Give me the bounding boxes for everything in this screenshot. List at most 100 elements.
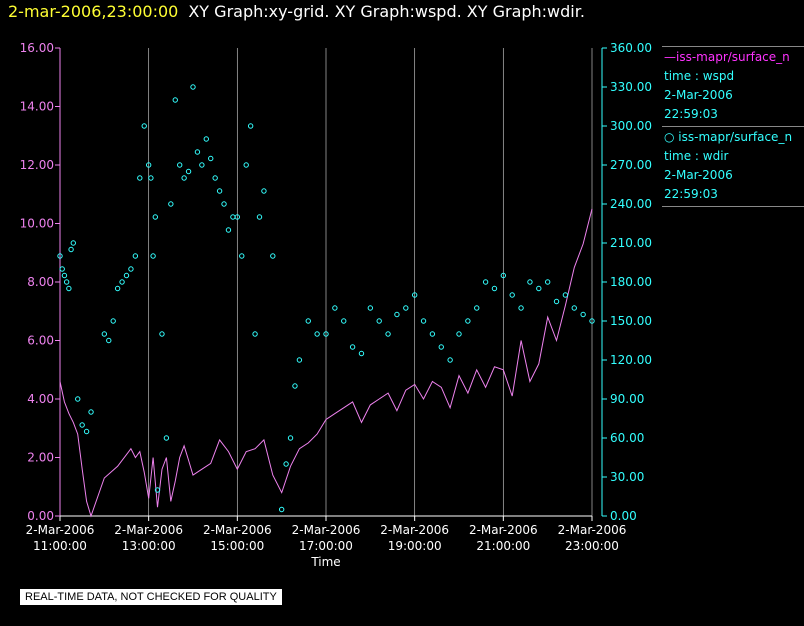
wdir-point [203, 136, 210, 142]
wdir-point [208, 155, 214, 162]
tick-labels: 2-Mar-2006 11:00:00 2-Mar-2006 13:00:00 2-Ma… [20, 41, 652, 569]
wdir-point [150, 253, 156, 259]
wdir-point [562, 292, 569, 298]
wdir-point [341, 318, 347, 324]
left-y-tick-label: 12.00 [20, 158, 54, 172]
legend-divider [662, 126, 804, 127]
legend-wdir-time: 22:59:03 [664, 187, 718, 201]
x-tick-label-date: 2-Mar-2006 [558, 523, 627, 537]
x-tick-label-date: 2-Mar-2006 [26, 523, 95, 537]
wdir-point [256, 214, 263, 220]
wdir-point [296, 357, 303, 363]
wdir-point [544, 279, 551, 285]
left-y-tick-label: 0.00 [27, 509, 54, 523]
wdir-point [216, 188, 223, 194]
header-datetime: 2-mar-2006,23:00:00 [8, 2, 179, 21]
wdir-point [394, 311, 400, 318]
left-y-tick-label: 16.00 [20, 41, 54, 55]
wdir-point [411, 292, 418, 298]
wdir-point [252, 331, 258, 337]
wdir-point [119, 279, 125, 285]
wdir-point [278, 506, 285, 513]
wdir-point [518, 305, 524, 311]
wdir-point [349, 344, 356, 350]
x-tick-label-date: 2-Mar-2006 [114, 523, 183, 537]
wdir-point [580, 311, 586, 318]
x-tick-label-time: 21:00:00 [476, 539, 530, 553]
legend-wspd-time: 22:59:03 [664, 107, 718, 121]
wdir-point [172, 97, 178, 103]
wdir-point [70, 240, 77, 246]
legend-entry-wdir: ○ iss-mapr/surface_n time : wdir 2-Mar-2… [662, 127, 804, 206]
wdir-point [199, 162, 205, 168]
x-tick-label-time: 13:00:00 [122, 539, 176, 553]
x-tick-label-date: 2-Mar-2006 [469, 523, 538, 537]
wdir-point [75, 396, 81, 402]
wdir-point [163, 435, 170, 441]
wdir-point [148, 175, 154, 181]
wdir-point [68, 246, 74, 253]
wdir-series [57, 84, 595, 513]
wdir-point [190, 84, 196, 90]
wdir-point [114, 285, 121, 292]
legend-wspd-var: time : wspd [664, 69, 735, 83]
wdir-point [101, 331, 108, 337]
left-y-tick-label: 14.00 [20, 100, 54, 114]
wdir-point [429, 331, 436, 337]
x-tick-label-time: 23:00:00 [565, 539, 619, 553]
wdir-point [61, 272, 68, 279]
wdir-point [137, 175, 143, 181]
wdir-point [287, 435, 294, 441]
wdir-point [536, 285, 542, 292]
wdir-point [243, 162, 249, 168]
wdir-point [181, 175, 187, 181]
legend-wdir-date: 2-Mar-2006 [664, 168, 733, 182]
wdir-point [438, 344, 444, 350]
wdir-point [500, 272, 507, 279]
chart-axes [55, 47, 607, 521]
wdir-point [152, 214, 159, 220]
wdir-point [589, 318, 595, 324]
wdir-point [465, 318, 471, 324]
wdir-point [194, 149, 201, 155]
wdir-point [456, 331, 462, 337]
x-tick-label-time: 11:00:00 [33, 539, 87, 553]
wdir-point [168, 201, 174, 207]
right-y-tick-label: 240.00 [610, 197, 652, 211]
wdir-point [123, 272, 130, 279]
wdir-point [57, 253, 63, 259]
wdir-point [185, 168, 192, 175]
left-y-tick-label: 2.00 [27, 451, 54, 465]
grid-lines [59, 48, 593, 516]
wdir-point [225, 227, 232, 233]
left-y-tick-label: 6.00 [27, 334, 54, 348]
right-y-tick-label: 120.00 [610, 353, 652, 367]
graph-header: 2-mar-2006,23:00:00 XY Graph:xy-grid. XY … [8, 2, 585, 21]
wdir-point [376, 318, 382, 324]
x-tick-label-date: 2-Mar-2006 [380, 523, 449, 537]
legend: —iss-mapr/surface_n time : wspd 2-Mar-20… [662, 46, 804, 207]
wdir-point [141, 123, 147, 129]
x-tick-label-time: 15:00:00 [210, 539, 264, 553]
right-y-tick-label: 150.00 [610, 314, 652, 328]
wdir-point [332, 305, 338, 311]
right-y-tick-label: 210.00 [610, 236, 652, 250]
wdir-point [128, 266, 134, 272]
wdir-point [66, 285, 72, 292]
wdir-point [447, 357, 453, 363]
left-y-tick-label: 4.00 [27, 392, 54, 406]
wdir-point [403, 305, 409, 311]
wdir-point [88, 409, 94, 415]
wdir-point [230, 214, 236, 220]
wdir-point [509, 292, 515, 298]
legend-wspd-series: —iss-mapr/surface_n [664, 50, 790, 64]
wdir-point [571, 305, 577, 311]
wdir-point [106, 337, 112, 344]
wdir-point [283, 461, 289, 467]
right-y-tick-label: 270.00 [610, 158, 652, 172]
right-y-tick-label: 0.00 [610, 509, 637, 523]
legend-divider [662, 206, 804, 207]
wdir-point [83, 428, 90, 435]
right-y-tick-label: 360.00 [610, 41, 652, 55]
